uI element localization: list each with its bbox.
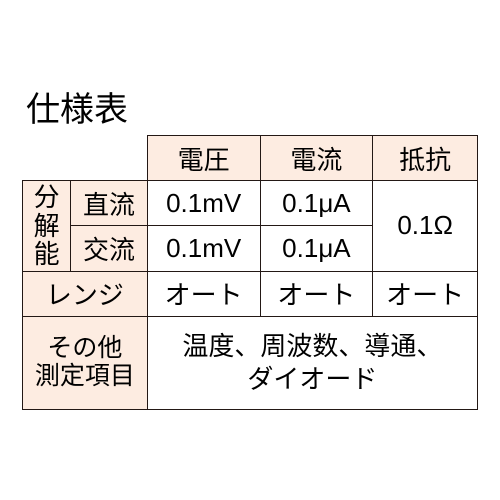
cell-dc-current: 0.1μA (260, 181, 373, 226)
row-header-ac: 交流 (71, 226, 148, 271)
table-row: レンジ オート オート オート (23, 271, 478, 316)
resolution-label-2: 解 (23, 212, 70, 241)
row-header-other: その他 測定項目 (23, 316, 148, 409)
resolution-label-3: 能 (23, 240, 70, 269)
row-header-dc: 直流 (71, 181, 148, 226)
cell-ac-voltage: 0.1mV (147, 226, 260, 271)
cell-range-voltage: オート (147, 271, 260, 316)
table-row: その他 測定項目 温度、周波数、導通、 ダイオード (23, 316, 478, 409)
col-header-voltage: 電圧 (147, 136, 260, 181)
blank-cell (23, 136, 148, 181)
cell-dc-voltage: 0.1mV (147, 181, 260, 226)
cell-resolution-resistance: 0.1Ω (373, 181, 478, 272)
cell-other-value: 温度、周波数、導通、 ダイオード (147, 316, 477, 409)
other-value-1: 温度、周波数、導通、 (150, 330, 475, 363)
other-value-2: ダイオード (150, 363, 475, 396)
row-header-range: レンジ (23, 271, 148, 316)
row-header-resolution: 分 解 能 (23, 181, 71, 272)
table-row: 分 解 能 直流 0.1mV 0.1μA 0.1Ω (23, 181, 478, 226)
resolution-label-1: 分 (23, 183, 70, 212)
cell-range-current: オート (260, 271, 373, 316)
other-label-2: 測定項目 (23, 363, 147, 391)
page-title: 仕様表 (26, 90, 478, 131)
cell-ac-current: 0.1μA (260, 226, 373, 271)
spec-sheet: 仕様表 電圧 電流 抵抗 分 解 能 直流 0.1 (0, 0, 500, 500)
spec-table: 電圧 電流 抵抗 分 解 能 直流 0.1mV 0.1μA 0.1Ω 交流 0.… (22, 135, 478, 410)
table-row: 電圧 電流 抵抗 (23, 136, 478, 181)
cell-range-resistance: オート (373, 271, 478, 316)
col-header-current: 電流 (260, 136, 373, 181)
other-label-1: その他 (23, 335, 147, 363)
col-header-resistance: 抵抗 (373, 136, 478, 181)
